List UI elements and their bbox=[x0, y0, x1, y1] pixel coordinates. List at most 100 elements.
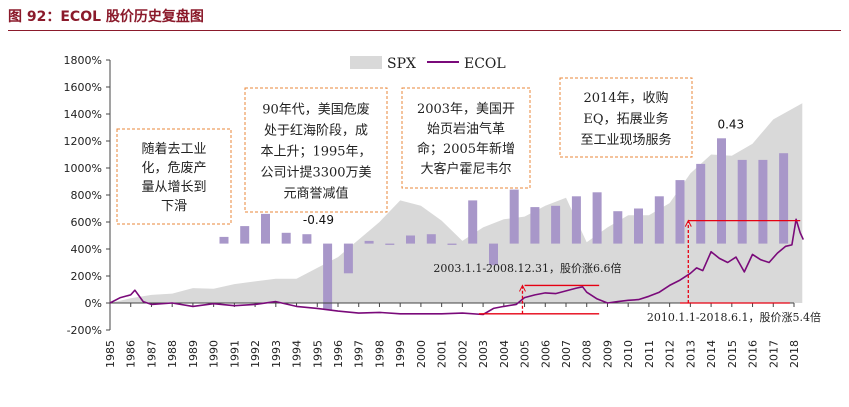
x-tick-label: 2017 bbox=[767, 340, 780, 368]
annotation-line: EQ，拓展业务 bbox=[583, 111, 668, 127]
x-tick-label: 1997 bbox=[353, 340, 366, 368]
x-tick-label: 2016 bbox=[747, 340, 760, 368]
x-tick-label: 2014 bbox=[705, 340, 718, 368]
axis-layer: 1800% 1600% 1400% 1200% 1000% 800% 600% 400% 200… bbox=[64, 54, 801, 368]
return-bar-1998 bbox=[385, 243, 395, 245]
spx-area bbox=[110, 103, 803, 303]
legend: SPX ECOL bbox=[350, 56, 506, 72]
annotation-line: 量从增长到 bbox=[141, 180, 206, 195]
annotation-line: 2003年，美国开 bbox=[417, 102, 515, 117]
annotation-box-3 bbox=[401, 87, 531, 189]
x-tick-label: 2010 bbox=[622, 340, 635, 368]
title-rule bbox=[8, 30, 841, 31]
x-tick-label: 2003 bbox=[477, 340, 490, 368]
x-tick-label: 2012 bbox=[664, 340, 677, 368]
x-tick-label: 1987 bbox=[145, 340, 158, 368]
annotation-box-2 bbox=[244, 87, 388, 213]
return-bar-2017 bbox=[779, 153, 789, 244]
marker-2003-label: 2003.1.1-2008.12.31，股价涨6.6倍 bbox=[433, 261, 621, 275]
spx-area-layer bbox=[110, 103, 803, 303]
return-bar-2001 bbox=[447, 243, 457, 245]
return-bar-1999 bbox=[406, 235, 415, 244]
return-bar-2012 bbox=[675, 180, 685, 244]
annotation-box-4 bbox=[559, 77, 693, 158]
bar-value-label: 0.43 bbox=[717, 117, 744, 131]
annotation-line: 化，危废产 bbox=[141, 160, 206, 176]
x-tick-label: 1996 bbox=[332, 340, 345, 368]
x-tick-label: 2013 bbox=[684, 340, 697, 368]
annotation-line: 始页岩油气革 bbox=[427, 121, 505, 137]
x-tick-label: 2008 bbox=[581, 340, 594, 368]
return-bar-2010 bbox=[634, 208, 643, 244]
annotation-line: 大客户霍尼韦尔 bbox=[420, 161, 511, 177]
x-tick-label: 2007 bbox=[560, 340, 573, 368]
return-bar-1994 bbox=[302, 234, 312, 244]
x-tick-label: 2005 bbox=[519, 340, 532, 368]
return-bar-1997 bbox=[364, 240, 374, 244]
return-bar-2004 bbox=[509, 189, 519, 244]
return-bar-2006 bbox=[551, 205, 561, 244]
y-tick-label: 400% bbox=[71, 243, 102, 256]
annotation-line: 2014年，收购 bbox=[583, 90, 668, 106]
annotation-box-1 bbox=[116, 128, 232, 225]
annotation-line: 公司计提3300万美 bbox=[260, 164, 371, 180]
return-bar-2002 bbox=[468, 200, 478, 244]
return-bar-1993 bbox=[281, 232, 291, 244]
annotation-line: 下滑 bbox=[161, 199, 187, 214]
legend-label-spx: SPX bbox=[387, 56, 416, 72]
bar-layer: -0.49 0.43 bbox=[219, 117, 789, 310]
ecol-line-layer bbox=[109, 218, 805, 316]
legend-swatch-spx bbox=[350, 56, 382, 69]
return-bar-1990 bbox=[219, 236, 229, 244]
return-bar-1992 bbox=[261, 213, 270, 244]
x-tick-label: 2018 bbox=[788, 340, 801, 368]
x-tick-label: 1990 bbox=[208, 340, 221, 368]
return-bar-2003 bbox=[489, 243, 498, 266]
ecol-line bbox=[109, 218, 805, 316]
return-bar-1996 bbox=[343, 243, 353, 274]
y-tick-label: 1400% bbox=[64, 108, 102, 121]
x-tick-label: 2015 bbox=[726, 340, 739, 368]
x-tick-label: 1986 bbox=[125, 340, 138, 368]
x-tick-label: 1985 bbox=[104, 340, 117, 368]
annotation-line: 随着去工业 bbox=[141, 141, 206, 157]
x-tick-label: 1998 bbox=[373, 340, 386, 368]
y-tick-label: 1000% bbox=[64, 162, 102, 175]
return-bar-2009 bbox=[613, 211, 623, 244]
x-tick-label: 2001 bbox=[436, 340, 449, 368]
annotation-line: 处于红海阶段，成 bbox=[264, 122, 368, 138]
figure-title: 图 92：ECOL 股价历史复盘图 bbox=[8, 9, 204, 25]
return-bar-1995 bbox=[323, 243, 333, 310]
y-tick-label: 0% bbox=[85, 297, 102, 310]
x-tick-label: 2002 bbox=[456, 340, 469, 368]
annotation-line: 至工业现场服务 bbox=[580, 132, 671, 148]
x-tick-label: 1989 bbox=[187, 340, 200, 368]
annotation-line: 命；2005年新增 bbox=[417, 141, 515, 157]
x-tick-label: 2004 bbox=[498, 340, 511, 368]
x-tick-label: 2009 bbox=[601, 340, 614, 368]
bar-value-label: -0.49 bbox=[303, 213, 334, 227]
y-tick-label: 600% bbox=[71, 216, 102, 229]
y-tick-label: 1800% bbox=[64, 54, 102, 67]
return-bar-2007 bbox=[571, 196, 581, 244]
annotation-line: 元商誉减值 bbox=[283, 185, 348, 201]
x-tick-label: 2000 bbox=[415, 340, 428, 368]
x-tick-label: 1991 bbox=[228, 340, 241, 368]
x-tick-label: 1995 bbox=[311, 340, 324, 368]
marker-2003-arrow bbox=[519, 284, 526, 292]
return-bar-2015 bbox=[737, 159, 747, 244]
return-bar-2016 bbox=[758, 159, 768, 244]
return-bar-2013 bbox=[696, 163, 706, 244]
y-tick-label: 1600% bbox=[64, 81, 102, 94]
x-tick-label: 2011 bbox=[643, 340, 656, 368]
x-tick-label: 1994 bbox=[291, 340, 304, 368]
marker-2010-label: 2010.1.1-2018.6.1，股价涨5.4倍 bbox=[647, 310, 821, 324]
return-bar-2011 bbox=[654, 196, 664, 244]
marker-2010-arrow bbox=[684, 219, 692, 227]
x-tick-label: 1988 bbox=[166, 340, 179, 368]
x-tick-label: 1992 bbox=[249, 340, 262, 368]
legend-label-ecol: ECOL bbox=[464, 56, 506, 72]
x-tick-label: 1993 bbox=[270, 340, 283, 368]
